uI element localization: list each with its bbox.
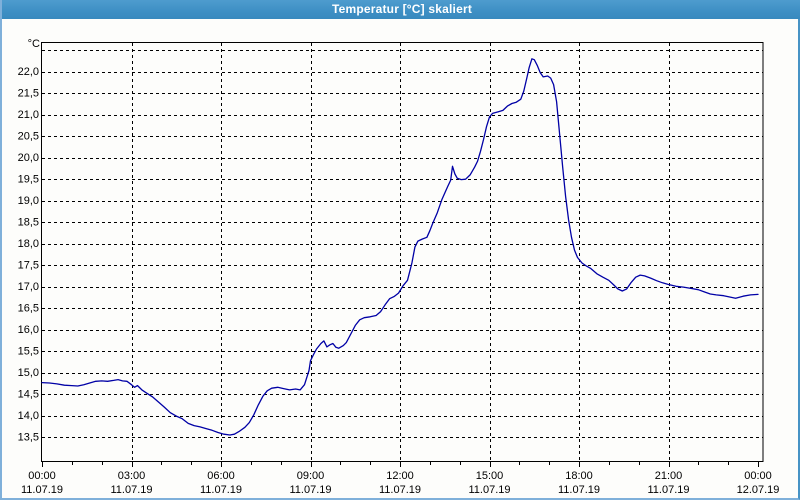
x-tick-date-label: 11.07.19 bbox=[289, 484, 331, 496]
x-tick-date-label: 11.07.19 bbox=[468, 484, 510, 496]
y-tick-label: 14,5 bbox=[18, 389, 39, 401]
y-tick-label: 21,0 bbox=[18, 109, 39, 121]
x-tick-date-label: 11.07.19 bbox=[379, 484, 421, 496]
y-tick-label: 22,0 bbox=[18, 66, 39, 78]
y-tick-label: 19,5 bbox=[18, 174, 39, 186]
x-tick-time-label: 15:00 bbox=[476, 470, 504, 482]
y-tick-label: 20,0 bbox=[18, 152, 39, 164]
y-tick-label: 15,5 bbox=[18, 346, 39, 358]
x-tick-date-label: 11.07.19 bbox=[200, 484, 242, 496]
y-tick-label: 19,0 bbox=[18, 195, 39, 207]
temperature-line bbox=[41, 58, 759, 436]
x-tick-date-label: 11.07.19 bbox=[558, 484, 600, 496]
x-tick-time-label: 12:00 bbox=[386, 470, 414, 482]
x-tick-time-label: 21:00 bbox=[655, 470, 683, 482]
y-tick-label: 13,5 bbox=[18, 432, 39, 444]
y-tick-label: 18,0 bbox=[18, 238, 39, 250]
y-tick-label: 16,0 bbox=[18, 324, 39, 336]
y-tick-label: 15,0 bbox=[18, 367, 39, 379]
y-axis-unit-label: °C bbox=[28, 38, 40, 50]
plot-frame bbox=[41, 42, 764, 462]
y-tick-label: 21,5 bbox=[18, 88, 39, 100]
x-tick-time-label: 18:00 bbox=[565, 470, 593, 482]
x-tick-time-label: 00:00 bbox=[744, 470, 772, 482]
x-tick-time-label: 06:00 bbox=[207, 470, 235, 482]
x-tick-date-label: 11.07.19 bbox=[647, 484, 689, 496]
y-tick-label: 18,5 bbox=[18, 217, 39, 229]
x-tick-date-label: 11.07.19 bbox=[110, 484, 152, 496]
x-tick-time-label: 00:00 bbox=[28, 470, 56, 482]
x-tick-time-label: 03:00 bbox=[118, 470, 146, 482]
y-tick-label: 14,0 bbox=[18, 410, 39, 422]
x-tick-date-label: 11.07.19 bbox=[21, 484, 63, 496]
y-tick-label: 16,5 bbox=[18, 303, 39, 315]
y-tick-label: 17,0 bbox=[18, 281, 39, 293]
y-tick-label: 17,5 bbox=[18, 260, 39, 272]
x-tick-date-label: 12.07.19 bbox=[737, 484, 780, 496]
y-tick-label: 20,5 bbox=[18, 131, 39, 143]
x-tick-time-label: 09:00 bbox=[297, 470, 325, 482]
window-titlebar[interactable]: Temperatur [°C] skaliert bbox=[2, 0, 800, 19]
